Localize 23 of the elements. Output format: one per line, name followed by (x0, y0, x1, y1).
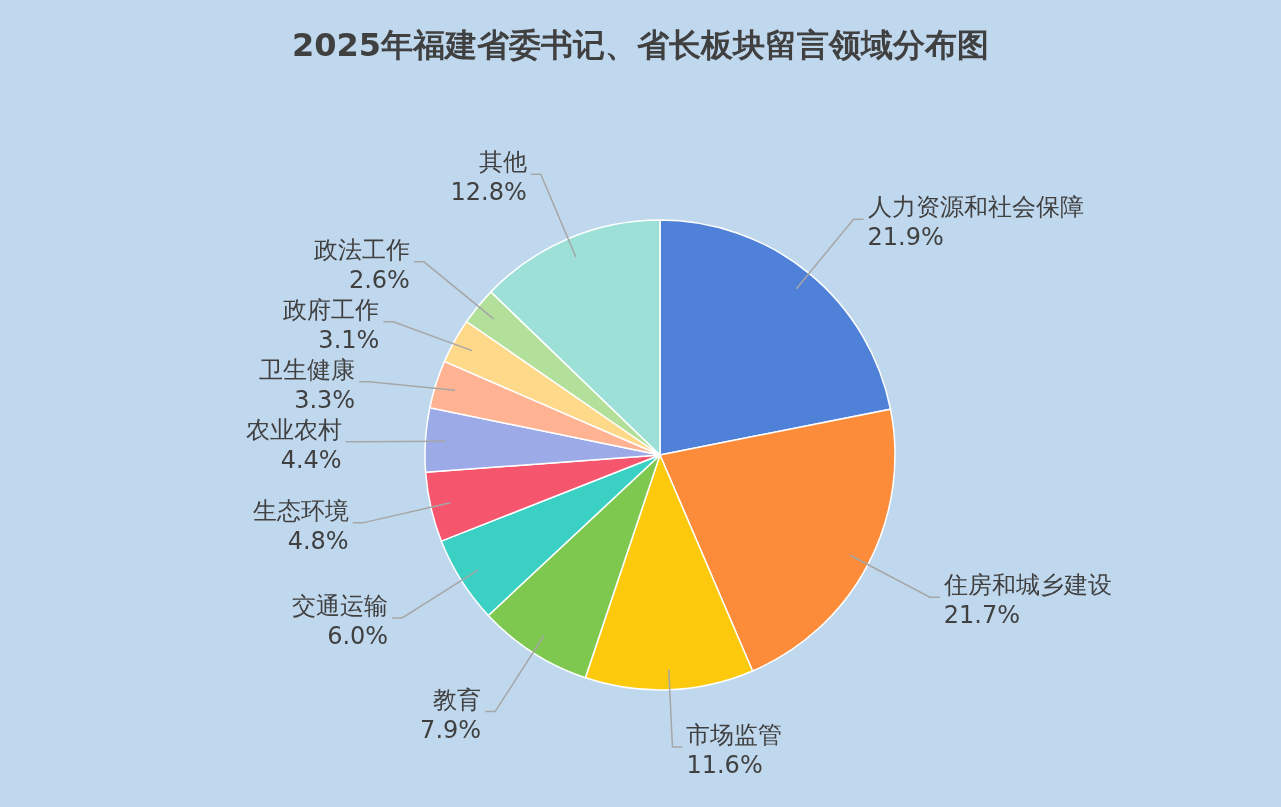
chart-title: 2025年福建省委书记、省长板块留言领域分布图 (291, 26, 990, 64)
data-label: 4.4% (280, 445, 342, 474)
data-label: 21.7% (943, 601, 1021, 630)
slice-label: 教育 (433, 685, 482, 714)
data-label: 3.3% (294, 385, 356, 414)
data-label: 7.9% (420, 715, 482, 744)
slice-label: 卫生健康 (259, 355, 356, 384)
slice-label: 农业农村 (245, 415, 342, 444)
slice-label: 其他 (478, 148, 527, 177)
data-label: 21.9% (867, 223, 944, 252)
slice-label: 政府工作 (283, 295, 380, 324)
slice-label: 住房和城乡建设 (942, 571, 1112, 600)
data-label: 4.8% (287, 526, 349, 555)
data-label: 6.0% (327, 621, 389, 650)
data-label: 12.8% (450, 178, 527, 207)
slice-label: 政法工作 (313, 235, 410, 264)
slice-label: 交通运输 (292, 591, 389, 620)
slice-label: 生态环境 (252, 496, 349, 525)
data-label: 11.6% (686, 751, 763, 779)
slice-label: 人力资源和社会保障 (867, 193, 1084, 222)
data-label: 3.1% (318, 325, 380, 354)
slice-label: 市场监管 (686, 721, 783, 749)
data-label: 2.6% (348, 265, 410, 294)
